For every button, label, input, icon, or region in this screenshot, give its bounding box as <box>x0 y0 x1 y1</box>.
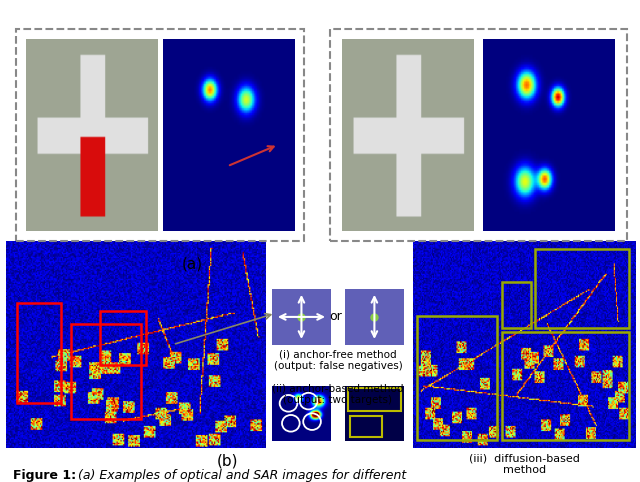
Bar <box>71 324 141 419</box>
Bar <box>535 249 629 328</box>
Bar <box>502 282 531 328</box>
Text: (ii) anchor-based method
(output: two targets): (ii) anchor-based method (output: two ta… <box>272 383 404 405</box>
Text: (i) anchor-free method
(output: false negatives): (i) anchor-free method (output: false ne… <box>273 349 403 371</box>
Bar <box>502 332 629 440</box>
Text: (a): (a) <box>181 256 203 271</box>
Text: Figure 1:: Figure 1: <box>13 469 76 482</box>
Bar <box>417 316 497 440</box>
Bar <box>17 303 61 402</box>
Text: (iii)  diffusion-based
method: (iii) diffusion-based method <box>468 453 580 475</box>
Bar <box>100 311 147 365</box>
Text: (a) Examples of optical and SAR images for different: (a) Examples of optical and SAR images f… <box>74 469 406 482</box>
Bar <box>348 388 401 411</box>
Bar <box>349 415 382 437</box>
Text: (b): (b) <box>216 453 238 468</box>
Text: or: or <box>330 310 342 323</box>
